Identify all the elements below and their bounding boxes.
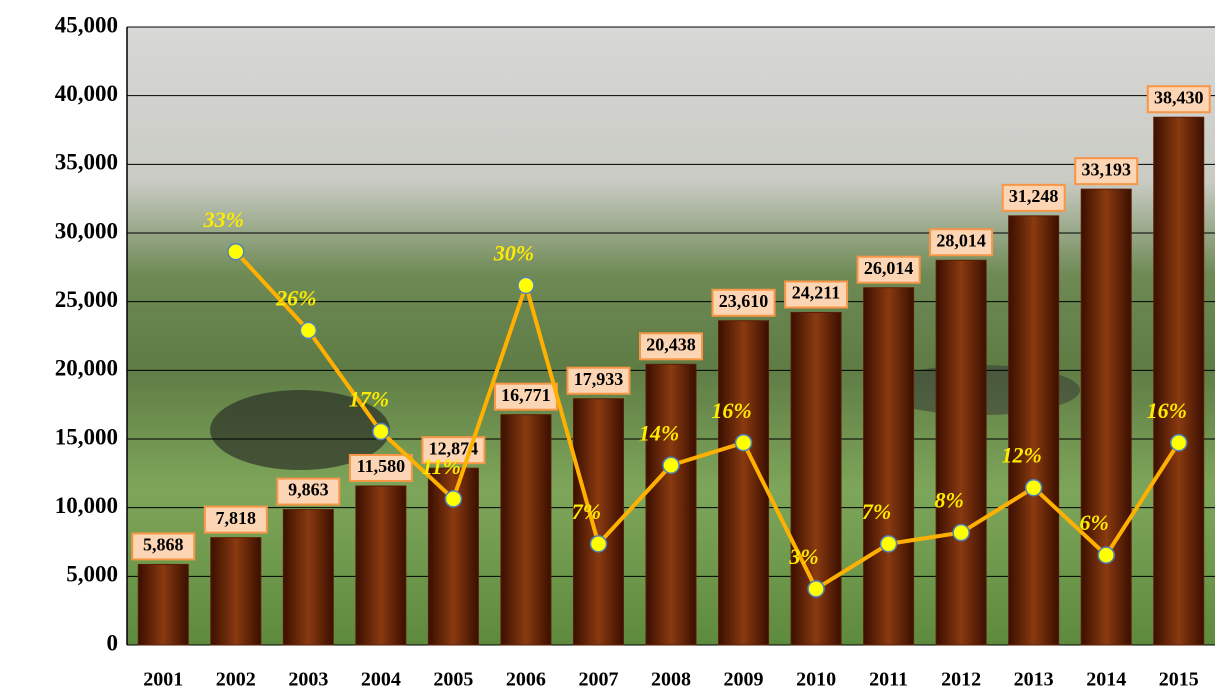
- y-tick-label: 30,000: [55, 218, 118, 243]
- y-tick-label: 5,000: [66, 562, 118, 587]
- data-label: 20,438: [646, 334, 696, 354]
- x-tick-label: 2001: [143, 669, 183, 691]
- line-marker: [736, 435, 752, 451]
- bar: [1081, 189, 1131, 645]
- x-tick-label: 2003: [288, 669, 328, 691]
- chart: 0 5,000 10,000 15,000 20,000 25,000 30,000 35,0…: [0, 0, 1221, 694]
- data-label: 5,868: [143, 535, 184, 555]
- line-marker: [445, 491, 461, 507]
- x-tick-label: 2014: [1086, 669, 1126, 691]
- y-tick-label: 35,000: [55, 150, 118, 175]
- percent-label: 26%: [275, 285, 316, 310]
- percent-label: 12%: [1002, 443, 1042, 468]
- bar: [1154, 117, 1204, 645]
- x-tick-label: 2013: [1014, 669, 1054, 691]
- y-tick-label: 45,000: [55, 12, 118, 37]
- x-tick-label: 2015: [1159, 669, 1199, 691]
- percent-label: 30%: [493, 240, 534, 265]
- line-marker: [1098, 547, 1114, 563]
- percent-label: 33%: [203, 207, 244, 232]
- data-label: 24,211: [792, 283, 841, 303]
- percent-label: 7%: [862, 499, 891, 524]
- data-label: 7,818: [216, 508, 257, 528]
- bar: [719, 321, 769, 645]
- data-label: 31,248: [1009, 186, 1059, 206]
- percent-label: 14%: [639, 420, 679, 445]
- bar: [138, 564, 188, 645]
- bar: [283, 510, 333, 645]
- bar: [864, 288, 914, 645]
- percent-label: 6%: [1080, 510, 1109, 535]
- line-marker: [228, 244, 244, 260]
- line-marker: [1171, 435, 1187, 451]
- y-tick-label: 40,000: [55, 81, 118, 106]
- percent-label: 17%: [349, 387, 389, 412]
- line-marker: [953, 525, 969, 541]
- x-tick-label: 2005: [433, 669, 473, 691]
- line-marker: [518, 277, 534, 293]
- bar: [211, 538, 261, 645]
- bar: [1009, 216, 1059, 645]
- x-tick-label: 2002: [216, 669, 256, 691]
- percent-label: 16%: [1147, 398, 1187, 423]
- data-label: 9,863: [288, 480, 329, 500]
- data-label: 16,771: [501, 385, 551, 405]
- data-label: 38,430: [1154, 87, 1204, 107]
- x-tick-label: 2011: [869, 669, 908, 691]
- bar: [646, 364, 696, 645]
- y-tick-label: 20,000: [55, 356, 118, 381]
- line-marker: [808, 581, 824, 597]
- percent-label: 8%: [934, 488, 963, 513]
- data-label: 26,014: [864, 258, 914, 278]
- percent-label: 11%: [422, 454, 461, 479]
- y-tick-label: 25,000: [55, 287, 118, 312]
- x-tick-label: 2010: [796, 669, 836, 691]
- bar: [356, 486, 406, 645]
- percent-label: 3%: [788, 544, 818, 569]
- y-tick-label: 15,000: [55, 424, 118, 449]
- data-label: 28,014: [936, 230, 986, 250]
- x-tick-label: 2004: [361, 669, 401, 691]
- bar: [936, 260, 986, 645]
- line-marker: [300, 322, 316, 338]
- line-marker: [663, 457, 679, 473]
- percent-label: 16%: [711, 398, 751, 423]
- data-label: 17,933: [574, 369, 624, 389]
- data-label: 11,580: [357, 456, 406, 476]
- x-tick-label: 2007: [578, 669, 618, 691]
- data-label: 23,610: [719, 291, 769, 311]
- x-tick-label: 2008: [651, 669, 691, 691]
- line-marker: [373, 424, 389, 440]
- x-tick-label: 2012: [941, 669, 981, 691]
- line-marker: [590, 536, 606, 552]
- line-marker: [881, 536, 897, 552]
- bar: [501, 415, 551, 645]
- percent-label: 7%: [572, 499, 601, 524]
- y-tick-label: 0: [107, 630, 119, 655]
- data-label: 33,193: [1081, 159, 1131, 179]
- x-tick-label: 2009: [724, 669, 764, 691]
- line-marker: [1026, 480, 1042, 496]
- y-tick-label: 10,000: [55, 493, 118, 518]
- x-tick-label: 2006: [506, 669, 546, 691]
